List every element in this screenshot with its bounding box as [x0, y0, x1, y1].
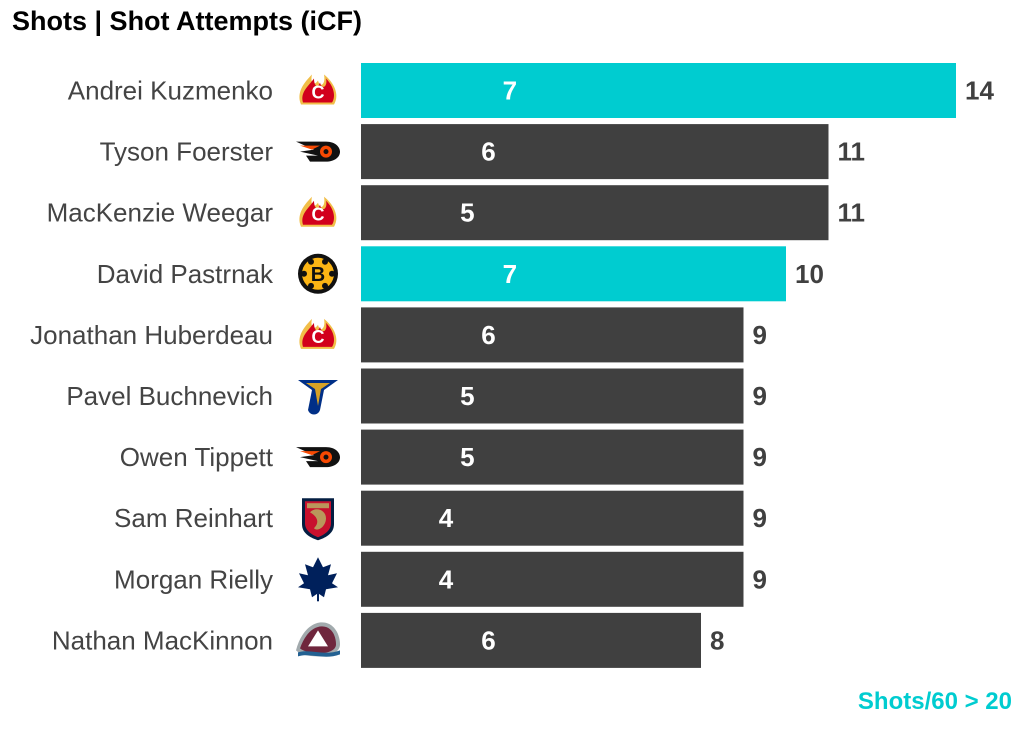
shots-value-label: 5 — [460, 381, 474, 411]
svg-text:B: B — [311, 264, 325, 286]
shot-attempts-value-label: 9 — [753, 381, 767, 411]
shot-attempts-value-label: 8 — [710, 625, 724, 655]
svg-text:C: C — [312, 327, 325, 347]
player-name-label: Pavel Buchnevich — [66, 381, 273, 411]
svg-text:C: C — [312, 205, 325, 225]
player-name-label: Morgan Rielly — [114, 564, 273, 594]
shots-value-label: 4 — [439, 564, 454, 594]
calgary-flames-logo-icon: C — [299, 196, 337, 227]
shot-attempts-bar — [361, 63, 956, 118]
colorado-avalanche-logo-icon — [296, 622, 340, 657]
shot-attempts-value-label: 10 — [795, 259, 824, 289]
shot-attempts-value-label: 9 — [753, 564, 767, 594]
player-name-label: Owen Tippett — [120, 442, 274, 472]
player-name-label: Nathan MacKinnon — [52, 625, 273, 655]
player-name-label: MacKenzie Weegar — [47, 198, 274, 228]
shot-attempts-value-label: 9 — [753, 320, 767, 350]
shots-value-label: 5 — [460, 198, 474, 228]
shots-value-label: 4 — [439, 503, 454, 533]
boston-bruins-logo-icon: B — [298, 253, 338, 294]
shot-attempts-value-label: 9 — [753, 503, 767, 533]
player-name-label: Andrei Kuzmenko — [68, 76, 273, 106]
shots-value-label: 5 — [460, 442, 474, 472]
shots-value-label: 6 — [481, 625, 495, 655]
svg-text:C: C — [312, 83, 325, 103]
shot-attempts-value-label: 14 — [965, 76, 994, 106]
calgary-flames-logo-icon: C — [299, 74, 337, 105]
shot-attempts-value-label: 11 — [838, 137, 866, 167]
shot-attempts-bar — [361, 368, 744, 424]
player-name-label: David Pastrnak — [97, 259, 274, 289]
shot-attempts-bar — [361, 490, 744, 546]
shots-value-label: 6 — [481, 320, 495, 350]
shots-value-label: 7 — [503, 259, 517, 289]
shots-value-label: 6 — [481, 137, 495, 167]
florida-panthers-logo-icon — [302, 498, 334, 541]
shots-value-label: 7 — [503, 76, 517, 106]
shot-attempts-bar — [361, 185, 829, 241]
toronto-maple-leafs-logo-icon — [298, 557, 338, 602]
player-name-label: Tyson Foerster — [100, 137, 274, 167]
shot-attempts-bar — [361, 612, 701, 668]
footnote: Shots/60 > 20 — [857, 688, 1012, 715]
calgary-flames-logo-icon: C — [299, 318, 337, 349]
st-louis-blues-logo-icon — [298, 380, 338, 415]
shot-attempts-bar — [361, 429, 744, 485]
shot-attempts-bar — [361, 124, 829, 180]
chart-title: Shots | Shot Attempts (iCF) — [12, 6, 363, 36]
shot-attempts-bar — [361, 551, 744, 607]
shot-attempts-bar — [361, 246, 786, 302]
shot-attempts-value-label: 9 — [753, 442, 767, 472]
player-name-label: Sam Reinhart — [114, 503, 274, 533]
philadelphia-flyers-logo-icon — [296, 447, 340, 468]
philadelphia-flyers-logo-icon — [296, 141, 340, 162]
player-name-label: Jonathan Huberdeau — [30, 320, 273, 350]
shot-attempts-value-label: 11 — [838, 198, 866, 228]
shot-attempts-bar — [361, 307, 744, 363]
